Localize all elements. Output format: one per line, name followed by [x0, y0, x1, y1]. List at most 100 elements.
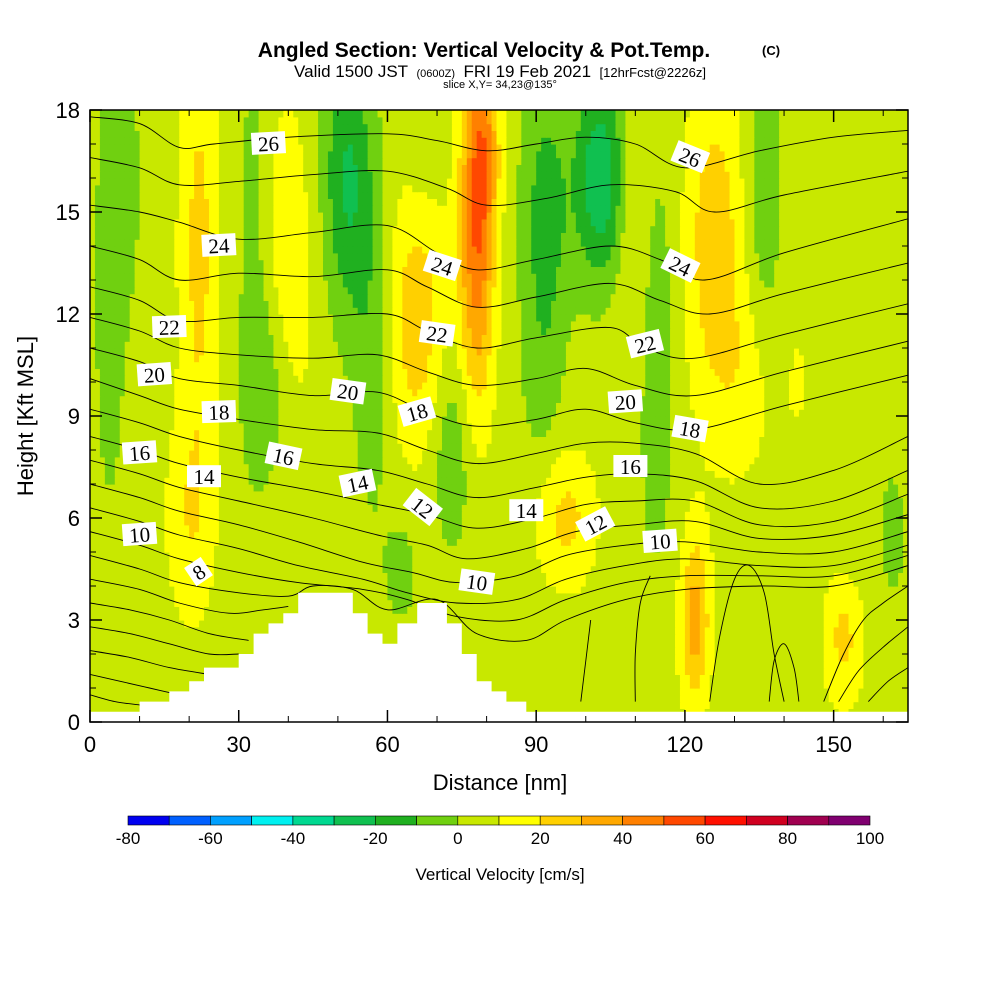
velocity-cell: [253, 626, 260, 635]
velocity-cell: [883, 524, 889, 533]
velocity-cell: [174, 538, 180, 546]
velocity-cell: [551, 552, 557, 560]
velocity-cell: [645, 518, 651, 526]
velocity-cell: [739, 592, 745, 601]
velocity-cell: [595, 565, 602, 573]
velocity-cell: [848, 531, 855, 539]
velocity-cell: [694, 524, 701, 533]
velocity-cell: [461, 558, 468, 567]
velocity-cell: [640, 667, 646, 675]
velocity-cell: [238, 538, 245, 546]
velocity-cell: [610, 640, 617, 648]
velocity-cell: [779, 592, 785, 601]
velocity-cell: [511, 558, 517, 567]
velocity-cell: [605, 694, 612, 703]
velocity-cell: [655, 633, 661, 641]
velocity-cell: [595, 558, 602, 567]
velocity-cell: [114, 586, 121, 594]
velocity-cell: [615, 694, 622, 703]
velocity-cell: [90, 565, 96, 573]
velocity-cell: [868, 579, 874, 587]
velocity-cell: [565, 654, 572, 662]
velocity-cell: [134, 579, 141, 587]
velocity-cell: [580, 640, 587, 648]
velocity-cell: [293, 592, 299, 601]
velocity-cell: [218, 654, 225, 662]
velocity-cell: [144, 660, 151, 669]
velocity-cell: [327, 572, 334, 580]
velocity-cell: [223, 586, 230, 594]
velocity-cell: [749, 681, 755, 689]
velocity-cell: [308, 545, 314, 553]
velocity-cell: [560, 674, 567, 682]
velocity-cell: [655, 518, 661, 526]
velocity-cell: [754, 524, 760, 533]
velocity-cell: [94, 606, 101, 614]
velocity-cell: [630, 579, 636, 587]
velocity-cell: [526, 701, 532, 709]
velocity-cell: [843, 674, 850, 682]
velocity-cell: [461, 518, 468, 526]
velocity-cell: [764, 613, 770, 621]
velocity-cell: [818, 524, 825, 533]
velocity-cell: [625, 518, 631, 526]
velocity-cell: [556, 558, 562, 567]
velocity-cell: [665, 660, 671, 669]
velocity-cell: [699, 701, 706, 709]
velocity-cell: [719, 545, 726, 553]
velocity-cell: [154, 586, 161, 594]
velocity-cell: [779, 626, 785, 635]
velocity-cell: [179, 592, 185, 601]
velocity-cell: [863, 531, 869, 539]
velocity-cell: [808, 524, 815, 533]
velocity-cell: [818, 586, 825, 594]
velocity-cell: [744, 701, 750, 709]
velocity-cell: [303, 524, 309, 533]
velocity-cell: [719, 647, 726, 655]
velocity-cell: [650, 674, 656, 682]
velocity-cell: [719, 681, 726, 689]
velocity-cell: [278, 531, 284, 539]
velocity-cell: [189, 613, 195, 621]
velocity-cell: [828, 654, 835, 662]
velocity-cell: [526, 606, 532, 614]
velocity-cell: [283, 545, 289, 553]
velocity-cell: [189, 518, 195, 526]
velocity-cell: [119, 599, 126, 607]
velocity-cell: [744, 660, 750, 669]
velocity-cell: [689, 565, 696, 573]
velocity-cell: [719, 674, 726, 682]
velocity-cell: [823, 667, 830, 675]
velocity-cell: [94, 660, 101, 669]
velocity-cell: [823, 660, 830, 669]
velocity-cell: [650, 681, 656, 689]
velocity-cell: [883, 552, 889, 560]
velocity-cell: [134, 640, 141, 648]
velocity-cell: [620, 518, 627, 526]
velocity-cell: [323, 524, 329, 533]
velocity-cell: [744, 647, 750, 655]
velocity-cell: [99, 518, 106, 526]
velocity-cell: [694, 620, 701, 628]
velocity-cell: [600, 613, 607, 621]
velocity-cell: [159, 647, 165, 655]
velocity-cell: [769, 640, 775, 648]
velocity-cell: [803, 538, 810, 546]
velocity-cell: [536, 626, 542, 635]
velocity-cell: [139, 620, 146, 628]
velocity-cell: [734, 558, 741, 567]
velocity-cell: [90, 579, 96, 587]
velocity-cell: [868, 518, 874, 526]
velocity-cell: [218, 599, 225, 607]
velocity-cell: [104, 538, 111, 546]
velocity-cell: [774, 654, 780, 662]
velocity-cell: [635, 694, 641, 703]
velocity-cell: [372, 565, 379, 573]
velocity-cell: [625, 681, 631, 689]
velocity-cell: [546, 660, 552, 669]
velocity-cell: [412, 518, 418, 526]
velocity-cell: [793, 599, 800, 607]
velocity-cell: [858, 606, 864, 614]
velocity-cell: [684, 552, 691, 560]
velocity-cell: [556, 694, 562, 703]
